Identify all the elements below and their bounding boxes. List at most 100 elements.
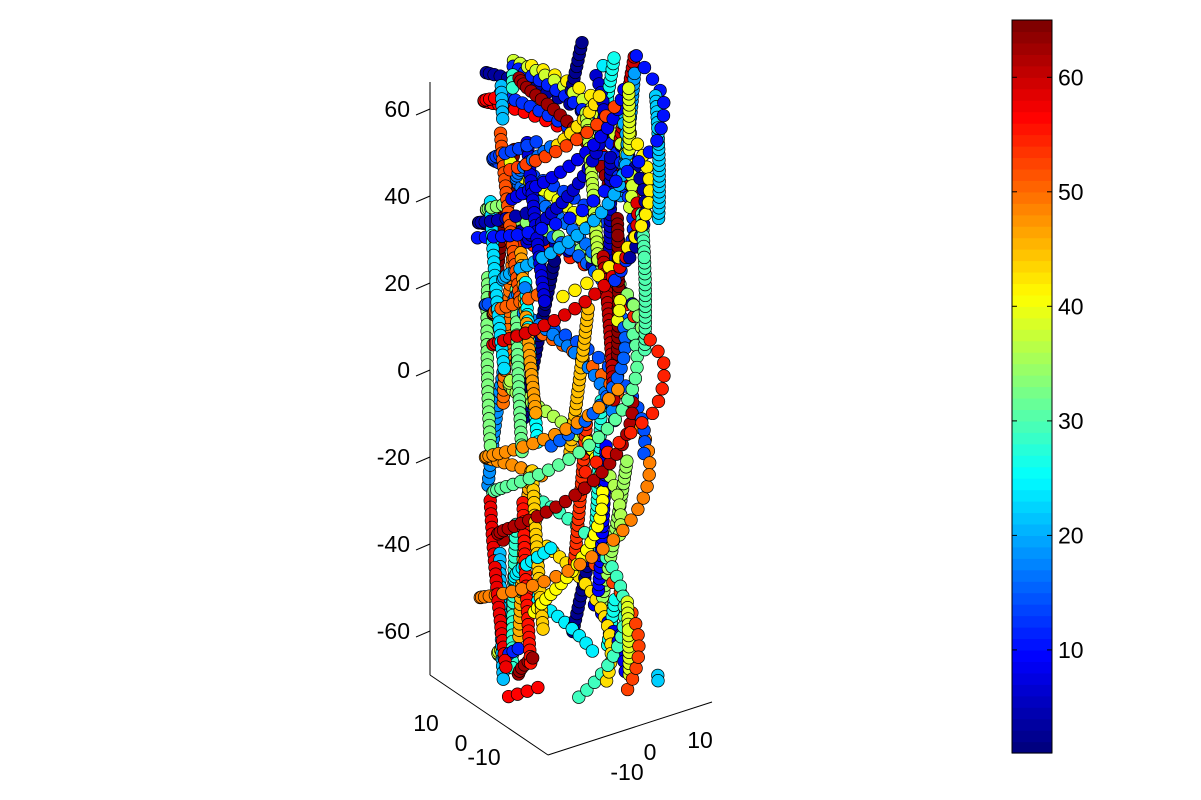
scatter-point bbox=[657, 369, 671, 383]
scatter-point bbox=[591, 268, 605, 283]
scatter-point bbox=[572, 81, 586, 95]
colorbar-band bbox=[1012, 535, 1052, 548]
scatter-point bbox=[651, 394, 666, 409]
scatter-point bbox=[535, 222, 549, 236]
scatter-point bbox=[631, 650, 645, 664]
scatter-point bbox=[608, 273, 622, 288]
y-tick-label: 0 bbox=[644, 739, 657, 765]
y-axis-line bbox=[547, 701, 713, 756]
scatter-point bbox=[568, 488, 582, 502]
colorbar-band bbox=[1012, 558, 1052, 571]
axes-3d bbox=[429, 82, 713, 756]
scatter-point bbox=[624, 513, 638, 527]
colorbar-band bbox=[1012, 604, 1052, 617]
scatter-point bbox=[634, 219, 648, 233]
scatter-point bbox=[602, 392, 616, 406]
colorbar: 10 20 30 40 50 60 bbox=[1011, 19, 1084, 754]
colorbar-band bbox=[1012, 20, 1052, 33]
scatter-point bbox=[595, 465, 609, 479]
colorbar-band bbox=[1012, 111, 1052, 124]
scatter-point bbox=[585, 644, 600, 658]
scatter-point bbox=[596, 542, 610, 556]
colorbar-band bbox=[1012, 523, 1052, 536]
scatter-point bbox=[558, 328, 573, 342]
colorbar-tick-label: 20 bbox=[1058, 522, 1084, 548]
colorbar-tick-label: 50 bbox=[1058, 179, 1084, 205]
colorbar-band bbox=[1012, 397, 1052, 410]
colorbar-tick-label: 60 bbox=[1058, 64, 1084, 90]
scatter-point bbox=[592, 400, 606, 415]
z-tick-mark bbox=[415, 456, 431, 464]
colorbar-tick-label: 30 bbox=[1058, 408, 1084, 434]
scatter-point bbox=[597, 279, 611, 293]
colorbar-band bbox=[1012, 31, 1052, 44]
colorbar-band bbox=[1012, 489, 1052, 502]
scatter-point bbox=[582, 438, 596, 452]
colorbar-band bbox=[1012, 226, 1052, 239]
scatter-point bbox=[578, 465, 593, 479]
scatter-point bbox=[580, 125, 594, 140]
scatter-point bbox=[556, 289, 570, 304]
scatter-point bbox=[630, 360, 644, 375]
scatter-point bbox=[572, 445, 586, 460]
colorbar-band bbox=[1012, 501, 1052, 514]
colorbar-band bbox=[1012, 363, 1052, 376]
z-tick-label: -20 bbox=[377, 444, 410, 470]
x-tick-label: 0 bbox=[455, 730, 468, 756]
scatter-point bbox=[549, 144, 563, 159]
scatter-point bbox=[558, 494, 573, 509]
scatter-point bbox=[620, 164, 635, 179]
z-tick-mark bbox=[415, 195, 431, 203]
scatter-point bbox=[606, 533, 620, 547]
scatter-point bbox=[609, 174, 623, 188]
scatter-point bbox=[558, 308, 572, 322]
scatter-point bbox=[643, 456, 657, 470]
scatter-point bbox=[607, 51, 621, 65]
y-tick-label: -10 bbox=[610, 759, 643, 785]
colorbar-band bbox=[1012, 375, 1052, 388]
x-axis-ticks: -100 10 bbox=[413, 710, 500, 770]
scatter-point bbox=[631, 155, 646, 169]
scatter-point bbox=[636, 491, 650, 505]
colorbar-band bbox=[1012, 730, 1052, 743]
x-tick-label: 10 bbox=[413, 710, 439, 736]
colorbar-band bbox=[1012, 283, 1052, 296]
scatter-point bbox=[645, 406, 660, 421]
scatter-point bbox=[612, 435, 626, 450]
colorbar-band bbox=[1012, 42, 1052, 55]
colorbar-band bbox=[1012, 157, 1052, 170]
scatter-point bbox=[511, 642, 525, 656]
colorbar-band bbox=[1012, 145, 1052, 159]
z-tick-label: 20 bbox=[384, 270, 410, 296]
scatter-point bbox=[655, 382, 669, 396]
scatter-point bbox=[608, 412, 622, 427]
colorbar-band bbox=[1012, 627, 1052, 640]
scatter-point bbox=[616, 523, 630, 538]
scatter-point bbox=[591, 430, 606, 445]
scatter-point bbox=[585, 550, 599, 564]
scatter-point bbox=[640, 479, 654, 494]
scatter-point bbox=[591, 350, 606, 365]
z-tick-mark bbox=[415, 630, 431, 638]
scatter-point bbox=[587, 214, 601, 228]
colorbar-ticks: 10 20 30 40 50 60 bbox=[1012, 64, 1084, 663]
z-tick-mark bbox=[415, 108, 431, 116]
scatter-point bbox=[548, 217, 563, 231]
colorbar-band bbox=[1012, 672, 1052, 685]
z-axis-ticks: -60 -40 -20 0 20 40 60 bbox=[377, 96, 431, 644]
z-tick-label: 40 bbox=[384, 183, 410, 209]
colorbar-band bbox=[1012, 569, 1052, 582]
colorbar-band bbox=[1012, 352, 1052, 365]
colorbar-band bbox=[1012, 546, 1052, 559]
z-tick-label: -40 bbox=[377, 531, 410, 557]
colorbar-tick-label: 40 bbox=[1058, 293, 1084, 319]
scatter-point bbox=[580, 276, 594, 290]
scatter-point bbox=[650, 134, 664, 148]
colorbar-band bbox=[1012, 592, 1052, 605]
scatter-point bbox=[573, 557, 587, 572]
scatter-point bbox=[622, 81, 636, 95]
scatter-point bbox=[631, 628, 645, 642]
scatter-point bbox=[627, 66, 642, 81]
z-tick-mark bbox=[415, 543, 431, 551]
